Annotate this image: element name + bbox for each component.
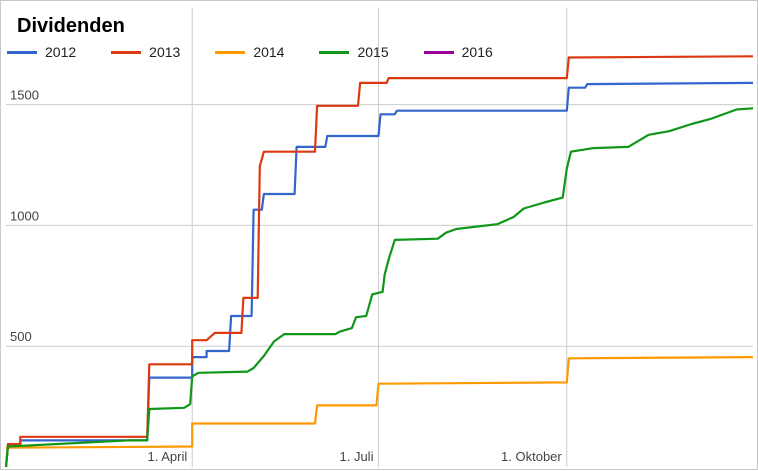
series-layer [4,55,754,468]
legend-label: 2014 [253,44,285,60]
series-line-2015 [4,107,754,468]
legend-label: 2013 [149,44,181,60]
legend-item-2014[interactable]: 2014 [215,44,284,60]
chart-legend: 2012 2013 2014 2015 2016 [7,44,528,60]
tick-label-layer: 500 1000 1500 1. April 1. Juli 1. Oktober [10,88,562,464]
legend-label: 2015 [357,44,389,60]
legend-swatch [111,50,142,54]
x-tick-label: 1. April [147,449,187,464]
legend-item-2012[interactable]: 2012 [7,44,76,60]
legend-item-2016[interactable]: 2016 [423,44,493,60]
legend-label: 2016 [461,44,493,60]
y-tick-label: 500 [10,329,32,344]
x-tick-label: 1. Oktober [501,449,562,464]
y-tick-label: 1000 [10,208,39,223]
grid-layer [6,8,753,467]
legend-item-2013[interactable]: 2013 [111,44,180,60]
x-tick-label: 1. Juli [340,449,374,464]
legend-swatch [319,50,350,54]
series-line-2014 [5,356,754,449]
legend-item-2015[interactable]: 2015 [319,44,389,60]
series-line-2013 [4,55,754,468]
legend-swatch [423,50,454,54]
legend-label: 2012 [45,44,77,60]
legend-swatch [215,50,246,54]
y-tick-label: 1500 [10,88,39,103]
chart-title: Dividenden [17,15,125,37]
legend-swatch [7,50,37,54]
